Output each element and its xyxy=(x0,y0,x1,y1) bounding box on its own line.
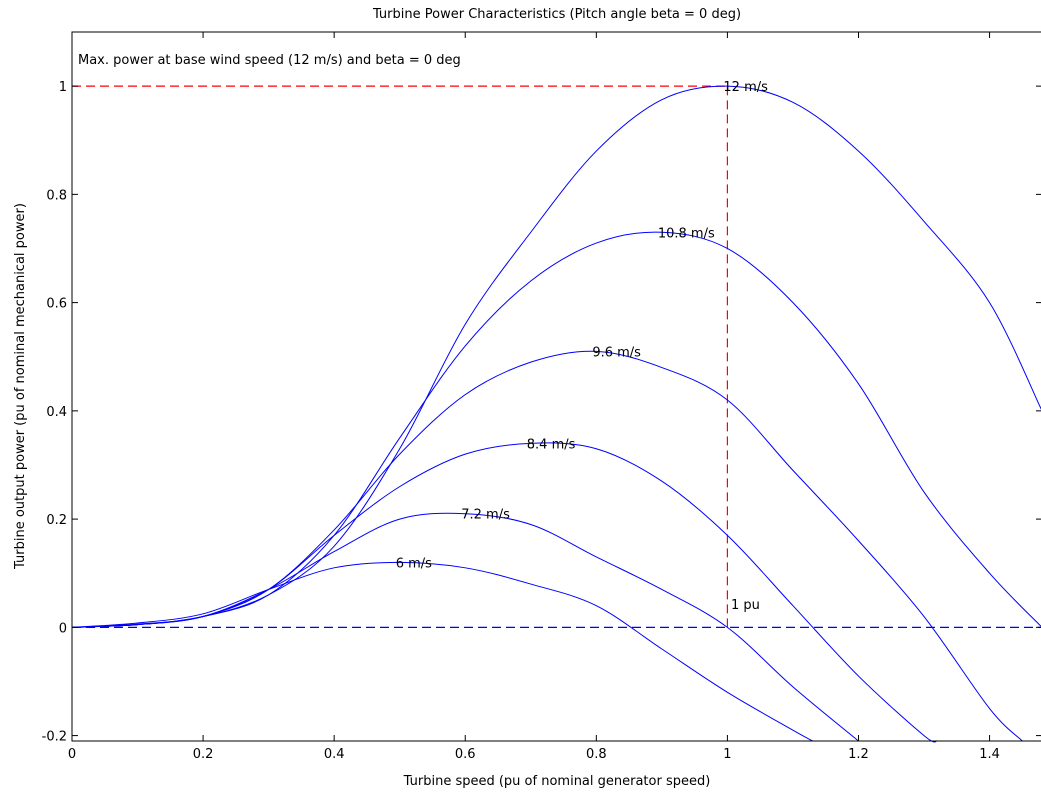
series-line-7-2-m-s xyxy=(71,512,859,742)
y-tick-label: 0.2 xyxy=(46,513,67,528)
y-tick-label: -0.2 xyxy=(42,730,67,745)
axis-ticks: 0 0.2 0.4 0.6 0.8 1 1.2 1.4-0.200.20.40.60.81 xyxy=(42,32,1041,762)
curve-labels: 12 m/s 10.8 m/s 9.6 m/s 8.4 m/s 7.2 m/s 6 m/s xyxy=(396,80,768,571)
series-group xyxy=(71,85,1041,743)
x-tick-label: 0 xyxy=(68,747,76,762)
x-tick-label: 1 xyxy=(723,747,731,762)
annotation-text: Max. power at base wind speed (12 m/s) a… xyxy=(78,53,461,68)
y-tick-label: 0.6 xyxy=(46,297,67,312)
reference-lines xyxy=(72,85,1041,628)
series-line-12-m-s xyxy=(71,85,1041,628)
y-tick-label: 0.4 xyxy=(46,405,67,420)
y-tick-label: 1 xyxy=(59,80,67,95)
plot-frame xyxy=(71,31,1041,742)
plot-background xyxy=(72,32,1041,741)
series-label-10-8-m-s: 10.8 m/s xyxy=(658,226,715,241)
series-line-10-8-m-s xyxy=(71,231,1041,628)
x-tick-label: 0.8 xyxy=(586,747,607,762)
x-tick-label: 0.6 xyxy=(455,747,476,762)
x-axis-label: Turbine speed (pu of nominal generator s… xyxy=(403,774,711,789)
series-label-7-2-m-s: 7.2 m/s xyxy=(461,508,510,523)
x-tick-label: 1.2 xyxy=(848,747,869,762)
y-axis-label: Turbine output power (pu of nominal mech… xyxy=(13,203,28,570)
series-line-8-4-m-s xyxy=(71,442,938,743)
series-label-9-6-m-s: 9.6 m/s xyxy=(592,345,641,360)
series-line-6-m-s xyxy=(71,561,813,742)
x-tick-label: 1.4 xyxy=(979,747,1000,762)
series-label-6-m-s: 6 m/s xyxy=(396,556,432,571)
y-tick-label: 0 xyxy=(59,621,67,636)
x-tick-label: 0.2 xyxy=(193,747,214,762)
chart-title: Turbine Power Characteristics (Pitch ang… xyxy=(372,7,741,22)
y-tick-label: 0.8 xyxy=(46,188,67,203)
series-label-8-4-m-s: 8.4 m/s xyxy=(527,437,576,452)
series-label-12-m-s: 12 m/s xyxy=(723,80,768,95)
x-tick-label: 0.4 xyxy=(324,747,345,762)
pu-marker-label: 1 pu xyxy=(731,598,760,613)
